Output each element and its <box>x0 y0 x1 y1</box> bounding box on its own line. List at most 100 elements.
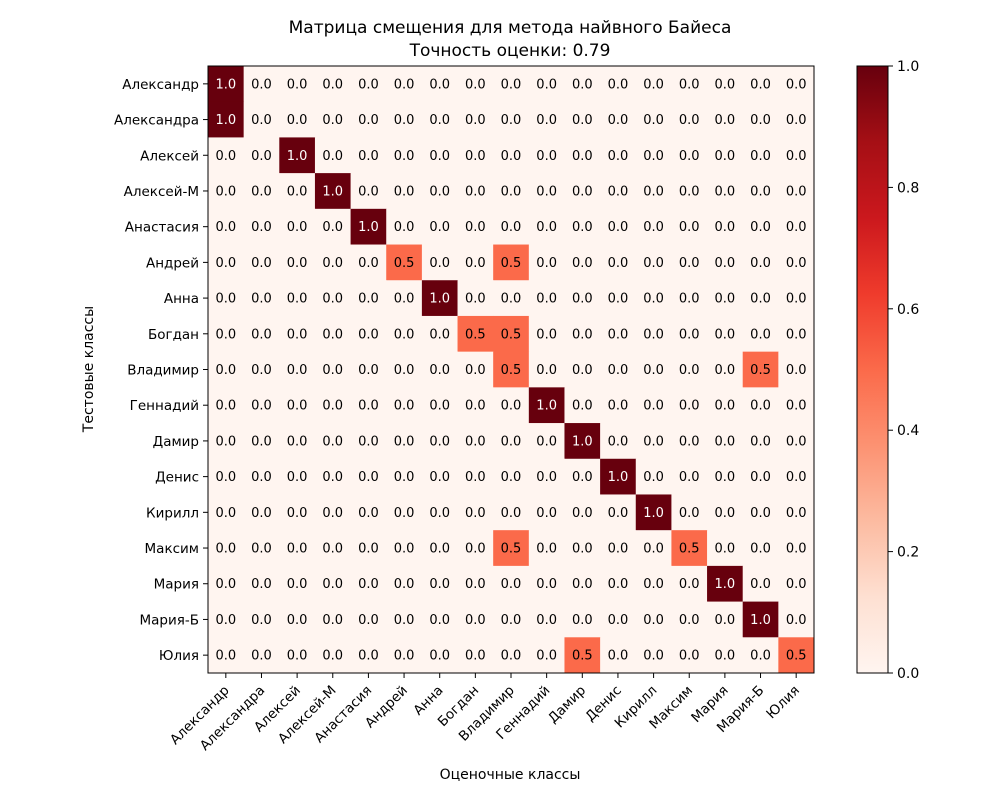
heatmap-cell <box>279 101 316 138</box>
heatmap-cell <box>279 208 316 245</box>
heatmap-cell <box>421 351 458 388</box>
cell-value-label: 0.0 <box>643 220 664 235</box>
cell-value-label: 0.0 <box>536 542 557 557</box>
cell-value-label: 0.0 <box>679 470 700 485</box>
cell-value-label: 0.0 <box>322 434 343 449</box>
heatmap-cell <box>208 494 245 531</box>
heatmap-cell <box>279 494 316 531</box>
heatmap-cell <box>600 387 637 424</box>
cell-value-label: 0.0 <box>287 577 308 592</box>
heatmap-cell <box>707 244 744 281</box>
cell-value-label: 0.0 <box>215 256 236 271</box>
cell-value-label: 0.5 <box>572 649 593 664</box>
cell-value-label: 0.0 <box>322 577 343 592</box>
cell-value-label: 0.0 <box>215 613 236 628</box>
cell-value-label: 0.0 <box>358 577 379 592</box>
cell-value-label: 0.5 <box>786 649 807 664</box>
cell-value-label: 0.0 <box>715 649 736 664</box>
cell-value-label: 0.0 <box>465 256 486 271</box>
heatmap-cell <box>493 530 530 567</box>
cell-value-label: 0.0 <box>643 649 664 664</box>
heatmap-cell <box>421 101 458 138</box>
cell-value-label: 0.0 <box>287 113 308 128</box>
heatmap-cell <box>386 494 423 531</box>
cell-value-label: 0.0 <box>215 434 236 449</box>
heatmap-cell <box>493 601 530 638</box>
cell-value-label: 0.0 <box>536 363 557 378</box>
heatmap-cell <box>350 101 387 138</box>
heatmap-cell <box>600 637 637 674</box>
heatmap-cell <box>635 458 672 495</box>
cell-value-label: 1.0 <box>536 399 557 414</box>
cell-value-label: 0.0 <box>287 649 308 664</box>
heatmap-cell <box>386 637 423 674</box>
heatmap-cell <box>386 601 423 638</box>
heatmap-cell <box>778 601 815 638</box>
heatmap-cell <box>243 494 280 531</box>
heatmap-cell <box>778 280 815 317</box>
heatmap-cell <box>386 280 423 317</box>
heatmap-cell <box>600 423 637 460</box>
heatmap-cell <box>421 315 458 353</box>
heatmap-cell <box>457 280 494 317</box>
cell-value-label: 0.0 <box>358 256 379 271</box>
heatmap-cell <box>635 565 672 602</box>
heatmap-cell <box>707 387 744 424</box>
heatmap-cell <box>778 387 815 424</box>
cell-value-label: 0.0 <box>608 292 629 307</box>
heatmap-cell <box>493 244 530 281</box>
heatmap-cell <box>243 244 280 281</box>
cell-value-label: 0.0 <box>608 613 629 628</box>
cell-value-label: 0.0 <box>572 506 593 521</box>
cell-value-label: 0.0 <box>251 113 272 128</box>
heatmap-cell <box>528 137 565 174</box>
heatmap-cell <box>707 315 744 353</box>
cell-value-label: 0.0 <box>679 434 700 449</box>
heatmap-cell <box>564 173 601 210</box>
heatmap-cell <box>386 137 423 174</box>
cell-value-label: 0.0 <box>465 363 486 378</box>
heatmap-cell <box>208 458 245 495</box>
heatmap-cell <box>600 565 637 602</box>
cell-value-label: 0.0 <box>608 542 629 557</box>
cell-value-label: 0.0 <box>287 256 308 271</box>
cell-value-label: 0.0 <box>358 363 379 378</box>
cell-value-label: 0.0 <box>394 363 415 378</box>
cell-value-label: 0.0 <box>643 363 664 378</box>
heatmap-cell <box>421 280 458 317</box>
heatmap-cell <box>600 66 637 103</box>
heatmap-cell <box>314 637 351 674</box>
cell-value-label: 0.0 <box>608 363 629 378</box>
heatmap-cell <box>208 280 245 317</box>
heatmap-cell <box>386 101 423 138</box>
heatmap-cell <box>778 101 815 138</box>
x-tick-label: Дамир <box>545 683 589 727</box>
cell-value-label: 0.0 <box>322 470 343 485</box>
cell-value-label: 1.0 <box>287 149 308 164</box>
cell-value-label: 0.0 <box>679 363 700 378</box>
heatmap-cell <box>243 637 280 674</box>
heatmap-cell <box>350 530 387 567</box>
cell-value-label: 0.0 <box>679 220 700 235</box>
x-tick-label: Юлия <box>763 683 803 723</box>
heatmap-cell <box>778 565 815 602</box>
cell-value-label: 0.0 <box>786 577 807 592</box>
heatmap-cell <box>564 315 601 353</box>
cell-value-label: 0.0 <box>215 363 236 378</box>
heatmap-cell <box>635 387 672 424</box>
heatmap-cell <box>208 137 245 174</box>
cell-value-label: 0.0 <box>358 470 379 485</box>
cell-value-label: 0.0 <box>786 220 807 235</box>
heatmap-cell <box>493 208 530 245</box>
heatmap-cell <box>208 208 245 245</box>
cell-value-label: 0.0 <box>358 184 379 199</box>
heatmap-cell <box>208 173 245 210</box>
heatmap-cell <box>279 315 316 353</box>
heatmap-cell <box>421 173 458 210</box>
heatmap-cell <box>707 280 744 317</box>
cell-value-label: 0.0 <box>572 399 593 414</box>
heatmap-cell <box>707 66 744 103</box>
cell-value-label: 0.0 <box>501 184 522 199</box>
heatmap-cell <box>350 351 387 388</box>
cell-value-label: 0.0 <box>608 399 629 414</box>
